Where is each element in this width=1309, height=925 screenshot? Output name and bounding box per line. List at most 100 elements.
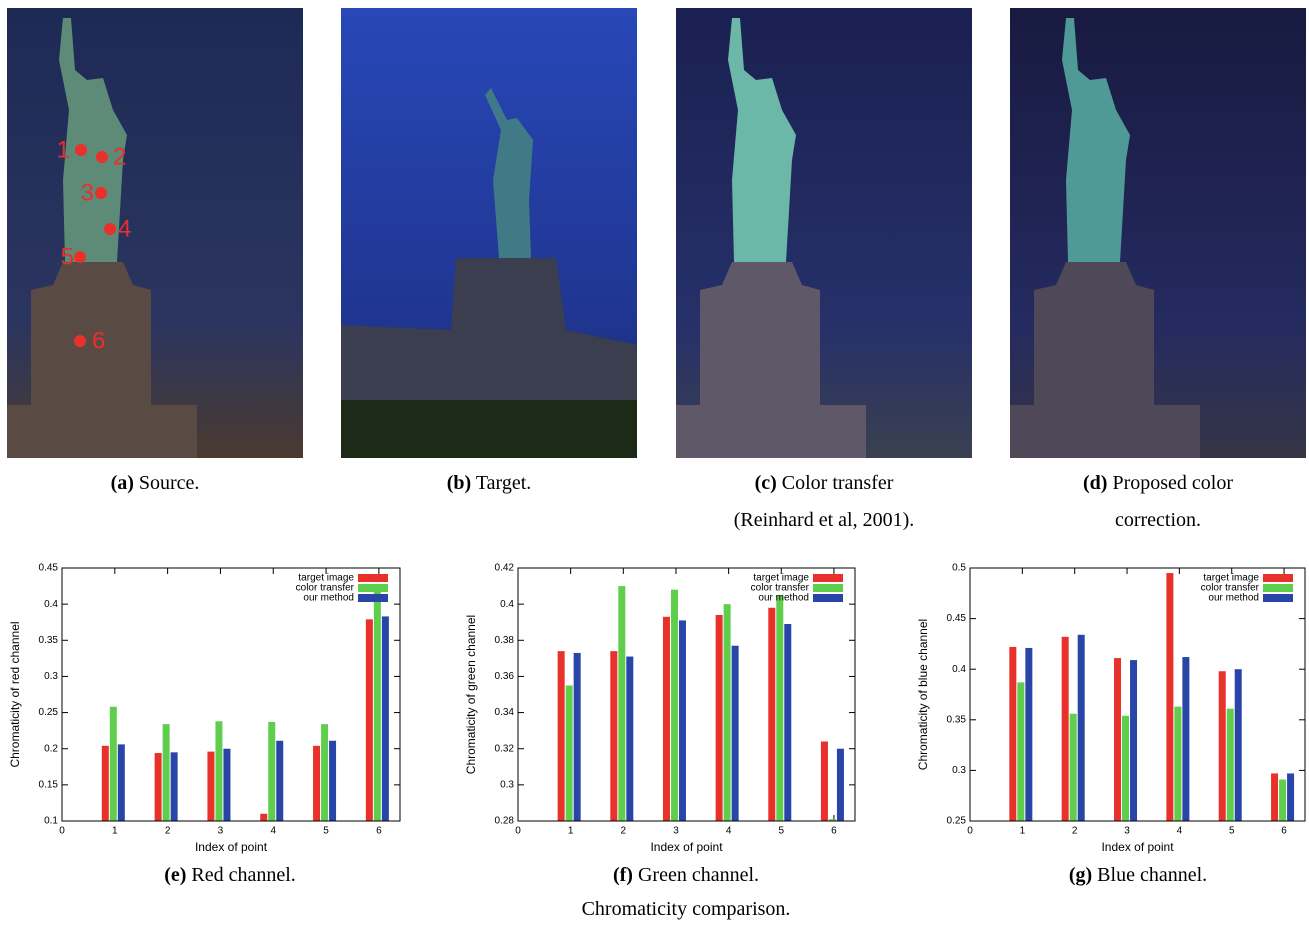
x-tick-label: 1: [568, 826, 574, 837]
y-tick-label: 0.35: [947, 714, 967, 725]
bar: [1271, 773, 1278, 821]
x-tick-label: 3: [218, 826, 224, 837]
y-tick-label: 0.5: [952, 563, 966, 574]
figure-caption: Chromaticity comparison.: [536, 891, 836, 925]
y-tick-label: 0.3: [44, 671, 58, 682]
legend-swatch: [813, 594, 843, 602]
bar: [1114, 658, 1121, 821]
bar: [1166, 573, 1173, 821]
x-tick-label: 4: [1177, 826, 1183, 837]
x-tick-label: 2: [621, 826, 627, 837]
bar: [1130, 660, 1137, 821]
bar: [1235, 669, 1242, 821]
bar: [558, 651, 565, 821]
caption-b: (b) Target.: [389, 465, 589, 502]
x-tick-label: 6: [376, 826, 382, 837]
x-tick-label: 5: [779, 826, 785, 837]
caption-g: (g) Blue channel.: [1008, 857, 1268, 894]
base: [1010, 405, 1200, 458]
y-tick-label: 0.3: [952, 765, 966, 776]
bar: [155, 753, 162, 821]
bar: [1062, 637, 1069, 821]
y-tick-label: 0.3: [500, 779, 514, 790]
bar: [382, 616, 389, 821]
legend-label: our method: [1208, 593, 1259, 604]
bar: [223, 749, 230, 821]
y-axis-label: Chromaticity of blue channel: [916, 619, 930, 770]
point-label: 4: [118, 215, 131, 242]
bar: [110, 707, 117, 821]
bar: [268, 722, 275, 821]
bar: [1174, 707, 1181, 821]
y-tick-label: 0.2: [44, 743, 58, 754]
bar: [566, 685, 573, 821]
bar: [1009, 647, 1016, 821]
legend-swatch: [813, 574, 843, 582]
y-tick-label: 0.45: [947, 613, 967, 624]
ground: [341, 400, 637, 458]
bar: [260, 814, 267, 821]
point-label: 6: [92, 327, 105, 354]
photo: [676, 8, 972, 458]
bar: [1017, 682, 1024, 821]
bar: [1070, 714, 1077, 821]
bar: [618, 586, 625, 821]
x-tick-label: 4: [270, 826, 276, 837]
legend-swatch: [1263, 574, 1293, 582]
bar: [1219, 671, 1226, 821]
bar: [313, 746, 320, 821]
legend-swatch: [358, 584, 388, 592]
legend-swatch: [358, 574, 388, 582]
point-marker: [96, 151, 108, 163]
y-tick-label: 0.28: [495, 816, 515, 827]
x-tick-label: 6: [1281, 826, 1287, 837]
bar: [1279, 780, 1286, 821]
bar: [1227, 709, 1234, 821]
bar: [215, 721, 222, 821]
y-tick-label: 0.4: [44, 599, 58, 610]
bar: [574, 653, 581, 821]
bar: [1078, 635, 1085, 821]
photo: [1010, 8, 1306, 458]
figure: 1234560.10.150.20.250.30.350.40.45012345…: [0, 0, 1309, 925]
point-label: 5: [61, 243, 74, 270]
legend-swatch: [1263, 594, 1293, 602]
caption-d: (d) Proposed color correction.: [1063, 465, 1253, 539]
bar: [821, 741, 828, 821]
x-tick-label: 4: [726, 826, 732, 837]
bar: [102, 746, 109, 821]
x-tick-label: 1: [112, 826, 118, 837]
y-tick-label: 0.45: [39, 563, 59, 574]
bar: [663, 617, 670, 821]
bar: [171, 752, 178, 821]
x-tick-label: 0: [515, 826, 521, 837]
bar: [207, 752, 214, 821]
point-marker: [75, 144, 87, 156]
caption-a: (a) Source.: [55, 465, 255, 502]
bar: [784, 624, 791, 821]
legend-swatch: [813, 584, 843, 592]
y-tick-label: 0.4: [952, 664, 966, 675]
x-tick-label: 2: [1072, 826, 1078, 837]
bar: [118, 744, 125, 821]
photo: [341, 8, 637, 458]
bar: [732, 646, 739, 821]
bar: [671, 590, 678, 821]
x-tick-label: 5: [1229, 826, 1235, 837]
caption-f: (f) Green channel.: [556, 857, 816, 894]
y-tick-label: 0.42: [495, 563, 515, 574]
y-tick-label: 0.4: [500, 599, 514, 610]
base: [7, 405, 197, 458]
point-marker: [74, 335, 86, 347]
caption-c: (c) Color transfer (Reinhard et al, 2001…: [714, 465, 934, 539]
bar: [321, 724, 328, 821]
bar: [768, 608, 775, 821]
y-axis-label: Chromaticity of green channel: [464, 615, 478, 774]
y-tick-label: 0.25: [39, 707, 59, 718]
y-tick-label: 0.25: [947, 816, 967, 827]
legend-label: our method: [758, 593, 809, 604]
x-tick-label: 0: [967, 826, 973, 837]
y-tick-label: 0.15: [39, 779, 59, 790]
y-tick-label: 0.32: [495, 743, 515, 754]
x-tick-label: 0: [59, 826, 65, 837]
